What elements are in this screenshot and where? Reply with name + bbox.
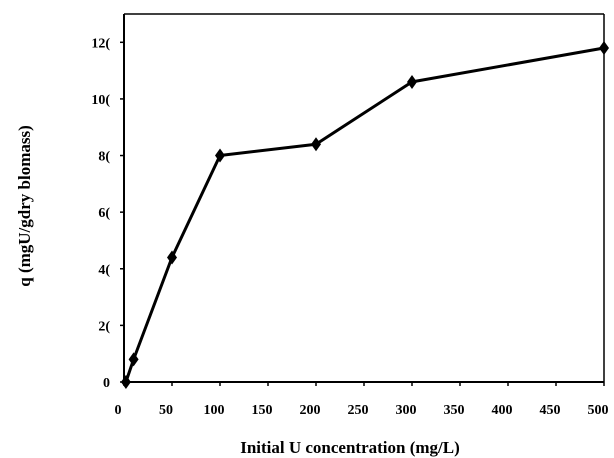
y-axis-title: q (mgU/gdry blomass): [15, 125, 34, 287]
x-tick-label: 250: [348, 403, 369, 418]
x-tick-label: 300: [396, 403, 417, 418]
y-tick-label: 0: [103, 376, 110, 391]
y-ticks: 0 2( 4( 6( 8( 10( 12(: [91, 36, 124, 391]
x-tick-label: 500: [588, 403, 609, 418]
data-point: [407, 74, 417, 89]
y-tick-label: 12(: [91, 36, 110, 51]
x-tick-label: 0: [115, 403, 122, 418]
y-tick-label: 8(: [98, 150, 110, 165]
x-tick-label: 450: [540, 403, 561, 418]
x-tick-label: 350: [444, 403, 465, 418]
data-point: [215, 148, 225, 163]
data-point: [311, 137, 321, 152]
x-tick-label: 150: [252, 403, 273, 418]
x-tick-label: 200: [300, 403, 321, 418]
data-point: [599, 40, 609, 55]
y-tick-label: 4(: [98, 263, 110, 278]
x-ticks: 0 50 100 150 200 250 300 350 400 450 500: [115, 382, 609, 418]
series-group: [120, 40, 609, 389]
plot-frame: [123, 13, 605, 383]
x-axis-title: Initial U concentration (mg/L): [240, 438, 460, 457]
data-point: [120, 375, 131, 389]
y-tick-label: 2(: [98, 319, 110, 334]
data-point: [167, 250, 177, 265]
x-tick-label: 400: [492, 403, 513, 418]
data-point: [128, 352, 139, 367]
y-tick-label: 6(: [98, 206, 110, 221]
series-line: [124, 46, 605, 383]
x-tick-label: 50: [159, 403, 173, 418]
x-tick-label: 100: [204, 403, 225, 418]
y-tick-label: 10(: [91, 93, 110, 108]
